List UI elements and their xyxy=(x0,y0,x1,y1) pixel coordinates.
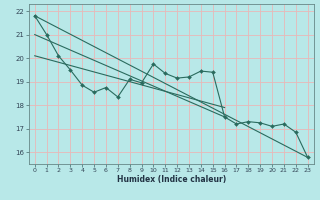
X-axis label: Humidex (Indice chaleur): Humidex (Indice chaleur) xyxy=(116,175,226,184)
